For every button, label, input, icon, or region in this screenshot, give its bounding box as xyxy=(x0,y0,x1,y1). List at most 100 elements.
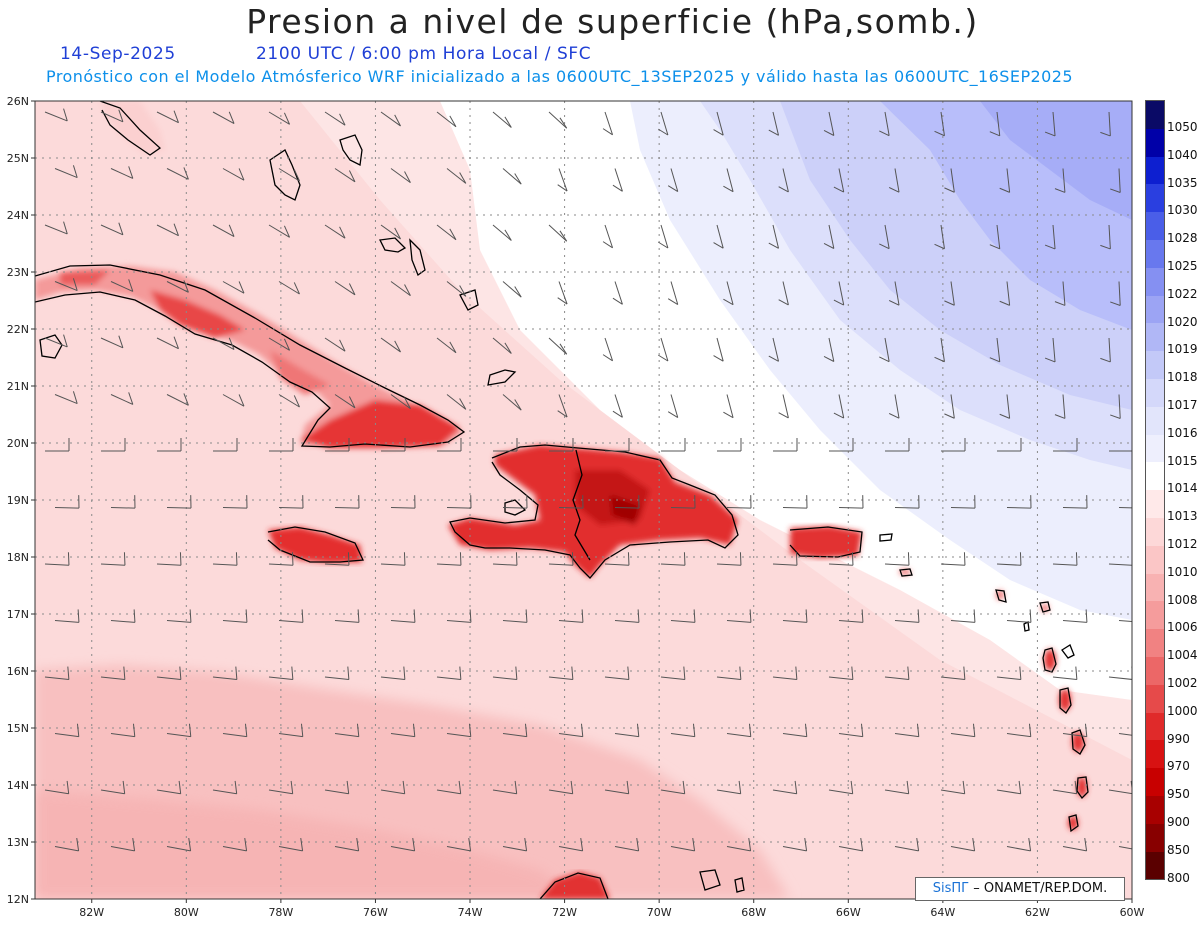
wind-barb xyxy=(1108,552,1132,566)
wind-barb xyxy=(833,394,845,419)
wind-barb xyxy=(602,224,614,249)
wind-barb xyxy=(1052,552,1078,566)
colorbar-swatch xyxy=(1146,406,1164,435)
latitude-labels: 26N 25N 24N 23N 22N 21N 20N 19N 18N 17N 16N 15N 14N 1… xyxy=(7,95,29,906)
wind-barb xyxy=(1006,495,1032,509)
lon-label: 72W xyxy=(552,906,577,919)
wind-barb xyxy=(713,111,724,136)
wind-barb xyxy=(548,552,574,566)
colorbar-swatch xyxy=(1146,629,1164,657)
wind-barb xyxy=(54,278,78,292)
wind-barb xyxy=(222,394,245,407)
wind-barb xyxy=(324,111,346,126)
wind-barb xyxy=(548,438,574,452)
wind-barb xyxy=(44,438,70,452)
wind-barb xyxy=(380,111,401,127)
wind-barb xyxy=(772,438,798,452)
wind-barb xyxy=(879,111,890,137)
wind-barb xyxy=(667,168,679,192)
wind-barb xyxy=(100,666,126,681)
wind-barb xyxy=(212,438,238,452)
wind-barb xyxy=(1110,394,1121,419)
lat-label: 18N xyxy=(7,551,29,564)
pressure-colorbar xyxy=(1145,100,1165,881)
wind-barb xyxy=(548,780,574,795)
wind-barb xyxy=(782,723,808,738)
wind-barb xyxy=(716,780,742,795)
lat-label: 14N xyxy=(7,779,29,792)
wind-barb xyxy=(823,111,835,136)
wind-barb xyxy=(222,609,248,623)
wind-barb xyxy=(502,838,528,852)
wind-barb xyxy=(1052,666,1078,681)
wind-barb xyxy=(1100,337,1111,363)
wind-barb xyxy=(602,337,614,362)
colorbar-label: 1022 xyxy=(1167,286,1198,301)
wind-barb xyxy=(212,666,238,681)
wind-barb xyxy=(726,838,752,852)
lat-label: 24N xyxy=(7,209,29,222)
colorbar-label: 850 xyxy=(1167,842,1190,857)
wind-barb xyxy=(436,780,462,795)
wind-barb xyxy=(999,281,1011,306)
wind-barb xyxy=(614,838,640,852)
lat-label: 13N xyxy=(7,836,29,849)
wind-barb xyxy=(492,552,518,566)
colorbar-label: 990 xyxy=(1167,731,1190,746)
wind-barb xyxy=(950,609,976,623)
wind-barb xyxy=(110,279,134,292)
wind-barb xyxy=(278,281,300,295)
wind-barb xyxy=(324,780,350,795)
wind-barb xyxy=(446,723,472,738)
lon-label: 82W xyxy=(79,906,104,919)
wind-barb xyxy=(996,438,1022,452)
colorbar-label: 1006 xyxy=(1167,620,1198,635)
wind-barb xyxy=(888,394,900,419)
wind-barb xyxy=(1052,438,1078,452)
wind-barb xyxy=(1062,495,1088,509)
wind-barb xyxy=(1054,168,1066,193)
wind-barb xyxy=(156,552,182,566)
wind-barb xyxy=(828,666,854,681)
wind-barb xyxy=(894,609,920,623)
wind-barb xyxy=(492,224,512,241)
colorbar-swatch xyxy=(1146,239,1164,268)
wind-barb xyxy=(268,552,294,566)
wind-barb xyxy=(894,495,920,509)
lon-label: 60W xyxy=(1120,906,1145,919)
wind-barb xyxy=(1108,450,1132,452)
puerto-rico-land-pressure xyxy=(790,526,862,558)
colorbar-label: 1015 xyxy=(1167,453,1198,468)
wind-barb xyxy=(166,393,189,406)
wind-barb xyxy=(833,281,845,306)
wind-barb xyxy=(324,224,346,239)
wind-barb xyxy=(884,438,910,452)
wind-barb xyxy=(612,394,623,418)
wind-barb xyxy=(1100,224,1111,250)
wind-barb xyxy=(778,281,789,306)
wind-barb xyxy=(726,723,752,738)
wind-barb xyxy=(768,111,780,136)
colorbar-swatch xyxy=(1146,462,1164,491)
wind-barb xyxy=(828,552,854,566)
wind-barb xyxy=(716,666,742,681)
colorbar-swatch xyxy=(1146,656,1164,685)
wind-barb xyxy=(166,280,189,293)
wind-barb xyxy=(278,723,304,738)
wind-barb xyxy=(940,438,966,452)
lon-label: 62W xyxy=(1025,906,1050,919)
wind-barb xyxy=(828,780,854,795)
wind-barb xyxy=(54,723,80,738)
wind-barb xyxy=(888,281,900,306)
longitude-labels: 82W 80W 78W 76W 74W 72W 70W 68W 66W 64W 62W 60W xyxy=(79,906,1144,919)
wind-barb xyxy=(100,222,124,236)
wind-barb xyxy=(1006,838,1032,852)
wind-barb xyxy=(833,168,845,193)
wind-barb xyxy=(44,334,68,348)
wind-barb xyxy=(772,780,798,795)
wind-barb xyxy=(614,609,640,623)
wind-barb xyxy=(222,495,248,509)
wind-barb xyxy=(44,780,70,795)
wind-barb xyxy=(436,666,462,681)
wind-barb xyxy=(838,609,864,623)
